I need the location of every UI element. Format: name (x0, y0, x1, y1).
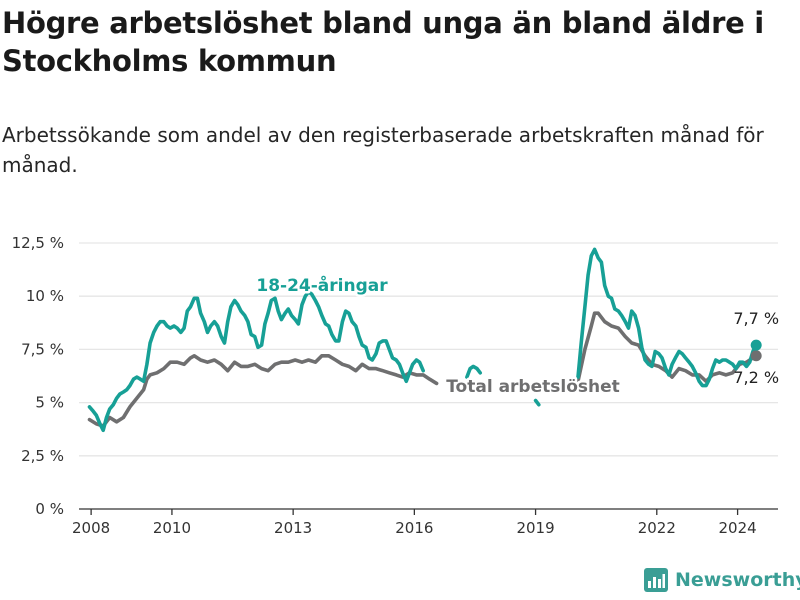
series-line-young (87, 290, 425, 433)
end-label-total: 7,2 % (733, 368, 779, 387)
x-tick-label: 2008 (72, 519, 110, 537)
newsworthy-logo: Newsworthy (644, 568, 800, 592)
x-tick-label: 2010 (153, 519, 191, 537)
end-marker-total (750, 350, 762, 362)
logo-text: Newsworthy (675, 569, 800, 591)
series-label-young-halo: 18-24-åringar (256, 274, 388, 296)
y-tick-label: 5 % (35, 394, 64, 412)
y-tick-label: 12,5 % (12, 234, 64, 252)
grid-lines (79, 242, 778, 457)
y-tick-label: 2,5 % (21, 447, 64, 465)
x-tick-label: 2016 (395, 519, 433, 537)
x-tick-label: 2013 (274, 519, 312, 537)
series-line-young (465, 364, 482, 379)
x-tick-label: 2024 (719, 519, 757, 537)
x-tick-label: 2019 (516, 519, 554, 537)
bar-chart-icon (644, 568, 668, 592)
series-line-total (87, 354, 439, 428)
series-label-total: Total arbetslöshet (446, 377, 620, 397)
y-tick-label: 0 % (35, 500, 64, 518)
end-label-young: 7,7 % (733, 309, 779, 328)
chart-subtitle: Arbetssökande som andel av den registerb… (2, 123, 764, 177)
end-marker-young (750, 339, 762, 351)
series-label-total-halo: Total arbetslöshet (446, 377, 620, 397)
y-tick-label: 10 % (26, 287, 64, 305)
series-line-young (576, 247, 758, 388)
series-line-young (533, 398, 541, 407)
annotations: 7,7 %7,2 %18-24-åringar18-24-åringarTota… (254, 272, 779, 400)
series-label-young: 18-24-åringar (256, 274, 388, 296)
chart-title: Högre arbetslöshet bland unga än bland ä… (2, 6, 764, 78)
series-lines (87, 247, 758, 433)
axes: 0 % 2,5 % 5 % 7,5 % 10 % 12,5 % 2008 2010 2013 20… (12, 234, 778, 537)
x-tick-label: 2022 (638, 519, 676, 537)
y-tick-label: 7,5 % (21, 340, 64, 358)
